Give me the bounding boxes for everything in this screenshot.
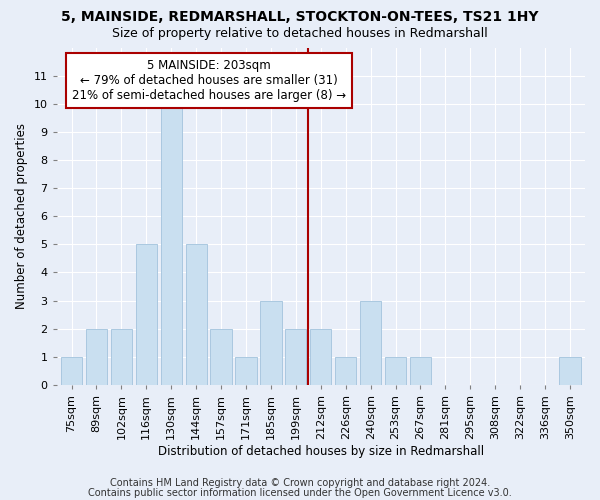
Bar: [360, 300, 381, 385]
Text: Contains public sector information licensed under the Open Government Licence v3: Contains public sector information licen…: [88, 488, 512, 498]
Bar: [335, 357, 356, 385]
Bar: [385, 357, 406, 385]
Text: 5, MAINSIDE, REDMARSHALL, STOCKTON-ON-TEES, TS21 1HY: 5, MAINSIDE, REDMARSHALL, STOCKTON-ON-TE…: [61, 10, 539, 24]
Text: Size of property relative to detached houses in Redmarshall: Size of property relative to detached ho…: [112, 28, 488, 40]
Y-axis label: Number of detached properties: Number of detached properties: [15, 123, 28, 309]
Bar: [285, 328, 307, 385]
Bar: [136, 244, 157, 385]
Bar: [260, 300, 281, 385]
X-axis label: Distribution of detached houses by size in Redmarshall: Distribution of detached houses by size …: [158, 444, 484, 458]
Bar: [235, 357, 257, 385]
Bar: [185, 244, 207, 385]
Bar: [310, 328, 331, 385]
Bar: [86, 328, 107, 385]
Bar: [211, 328, 232, 385]
Bar: [161, 104, 182, 385]
Bar: [559, 357, 581, 385]
Text: 5 MAINSIDE: 203sqm
← 79% of detached houses are smaller (31)
21% of semi-detache: 5 MAINSIDE: 203sqm ← 79% of detached hou…: [71, 58, 346, 102]
Bar: [61, 357, 82, 385]
Text: Contains HM Land Registry data © Crown copyright and database right 2024.: Contains HM Land Registry data © Crown c…: [110, 478, 490, 488]
Bar: [410, 357, 431, 385]
Bar: [111, 328, 132, 385]
